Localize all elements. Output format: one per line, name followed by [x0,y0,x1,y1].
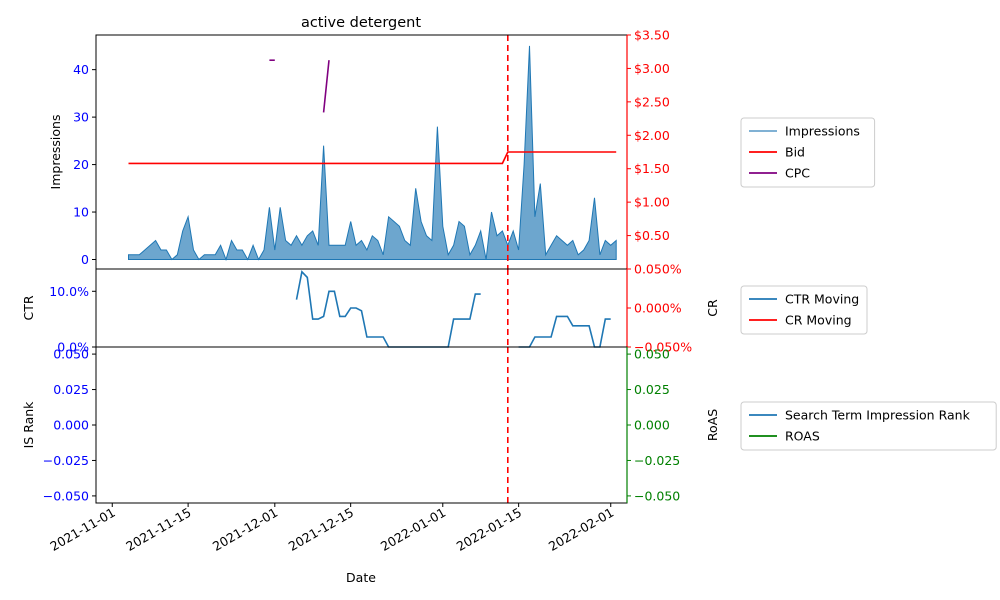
legend-entry: Bid [785,145,805,160]
x-tick-label: 2021-12-15 [286,505,356,554]
left-tick-label: −0.025 [43,453,89,468]
y-axis-label-right: RoAS [705,409,720,441]
legend-box [740,401,997,451]
left-tick-label: 0.050 [53,347,89,362]
series-line-bid-0 [128,151,617,165]
left-tick-label: 40 [73,62,89,77]
panel-frame-3 [95,346,628,504]
right-tick-label: $3.50 [634,28,670,43]
y-axis-label-right: CR [705,299,720,317]
left-tick-label: 30 [73,110,89,125]
left-tick-label: 0 [81,252,89,267]
right-tick-label: −0.025 [634,453,680,468]
left-tick-label: 0.0% [57,340,89,355]
x-tick-label: 2021-12-01 [210,505,280,554]
legend-entry: ROAS [785,429,820,444]
y-axis-label-left: Impressions [48,115,63,190]
panel-frame-2 [95,268,628,348]
impressions-area [128,45,617,262]
left-tick-label: −0.050 [43,488,89,503]
legend-entry: Search Term Impression Rank [785,408,971,423]
right-tick-label: $1.50 [634,161,670,176]
right-tick-label: 0.025 [634,382,670,397]
legend-layer: Impressions Bid CPC CTR Moving CR Moving Sear… [740,117,997,451]
x-tick-label: 2022-01-15 [454,505,524,554]
right-tick-label: $2.00 [634,128,670,143]
legend-box [740,285,868,335]
x-axis-label: Date [346,570,376,585]
series-line-cpc-1 [322,60,330,113]
chart-title: active detergent [301,15,421,31]
left-tick-label: 0.000 [53,418,89,433]
right-tick-label: 0.050 [634,347,670,362]
legend-entry: CPC [785,166,810,181]
series-line-ctr-moving-1 [518,315,611,348]
legend-box [740,117,876,188]
right-tick-label: −0.050 [634,488,680,503]
right-tick-label: −0.050% [634,340,692,355]
left-tick-label: 10 [73,205,89,220]
right-tick-label: 0.000 [634,418,670,433]
left-tick-label: 20 [73,157,89,172]
y-axis-label-left: IS Rank [21,401,36,449]
right-tick-label: $2.50 [634,94,670,109]
x-tick-label: 2022-01-01 [378,505,448,554]
legend-entry: CR Moving [785,313,852,328]
legend-entry: Impressions [785,124,860,139]
axes-layer: 0 10 20 30 40 $0.50 $1.00 $1.50 $2.00 $2.50 $3.00 $… [21,28,720,554]
x-tick-label: 2021-11-01 [47,505,117,554]
right-tick-label: 0.050% [634,262,682,277]
series-fill-layer [128,45,617,262]
x-tick-label: 2021-11-15 [123,505,193,554]
y-axis-label-left: CTR [21,295,36,320]
right-tick-label: $3.00 [634,61,670,76]
right-tick-label: 0.000% [634,301,682,316]
legend-entry: CTR Moving [785,292,859,307]
left-tick-label: 10.0% [49,284,89,299]
right-tick-label: $1.00 [634,195,670,210]
series-line-ctr-moving-0 [295,270,481,348]
right-tick-label: $0.50 [634,228,670,243]
left-tick-label: 0.025 [53,382,89,397]
x-tick-label: 2022-02-01 [546,505,616,554]
